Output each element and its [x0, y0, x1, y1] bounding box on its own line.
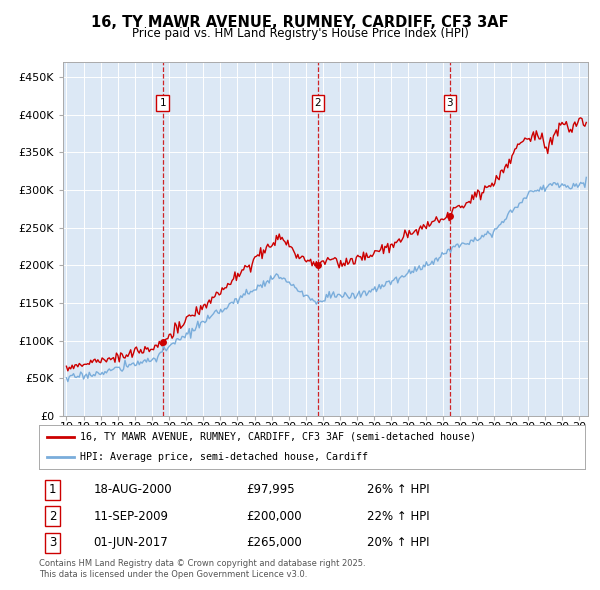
- Text: £265,000: £265,000: [247, 536, 302, 549]
- Text: 2: 2: [314, 99, 321, 109]
- Text: Price paid vs. HM Land Registry's House Price Index (HPI): Price paid vs. HM Land Registry's House …: [131, 27, 469, 40]
- Text: 16, TY MAWR AVENUE, RUMNEY, CARDIFF, CF3 3AF (semi-detached house): 16, TY MAWR AVENUE, RUMNEY, CARDIFF, CF3…: [80, 432, 476, 442]
- Text: This data is licensed under the Open Government Licence v3.0.: This data is licensed under the Open Gov…: [39, 571, 307, 579]
- Text: 26% ↑ HPI: 26% ↑ HPI: [367, 483, 429, 496]
- Text: 22% ↑ HPI: 22% ↑ HPI: [367, 510, 429, 523]
- Text: 1: 1: [49, 483, 56, 496]
- Text: 20% ↑ HPI: 20% ↑ HPI: [367, 536, 429, 549]
- Text: HPI: Average price, semi-detached house, Cardiff: HPI: Average price, semi-detached house,…: [80, 452, 368, 462]
- Text: Contains HM Land Registry data © Crown copyright and database right 2025.: Contains HM Land Registry data © Crown c…: [39, 559, 365, 568]
- Text: £200,000: £200,000: [247, 510, 302, 523]
- Text: 3: 3: [446, 99, 453, 109]
- Text: 11-SEP-2009: 11-SEP-2009: [94, 510, 169, 523]
- Text: 16, TY MAWR AVENUE, RUMNEY, CARDIFF, CF3 3AF: 16, TY MAWR AVENUE, RUMNEY, CARDIFF, CF3…: [91, 15, 509, 30]
- Text: £97,995: £97,995: [247, 483, 295, 496]
- Text: 3: 3: [49, 536, 56, 549]
- Text: 2: 2: [49, 510, 56, 523]
- Text: 01-JUN-2017: 01-JUN-2017: [94, 536, 169, 549]
- Text: 1: 1: [160, 99, 166, 109]
- Text: 18-AUG-2000: 18-AUG-2000: [94, 483, 172, 496]
